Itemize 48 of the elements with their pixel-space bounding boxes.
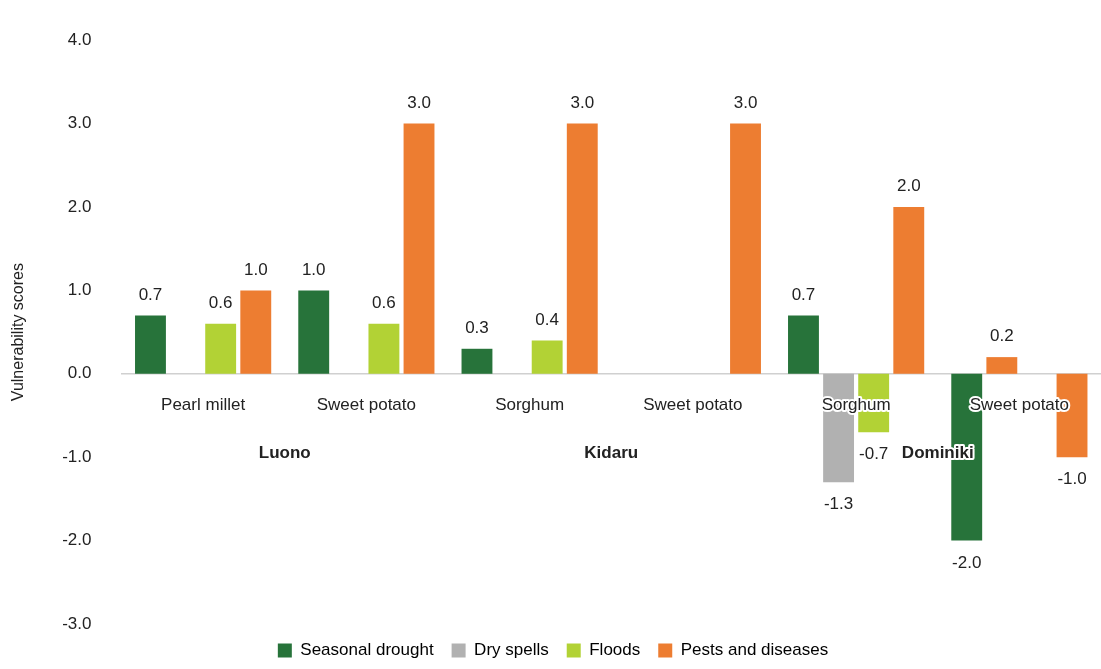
bar — [461, 348, 493, 374]
data-label: -1.3 — [823, 494, 854, 514]
data-label: 2.0 — [896, 176, 921, 196]
bar — [368, 323, 400, 374]
y-tick-label: -3.0 — [62, 613, 92, 633]
bar — [788, 315, 819, 374]
data-label: 1.0 — [301, 259, 326, 279]
data-label: 0.3 — [465, 317, 489, 337]
data-label: -2.0 — [952, 552, 982, 572]
legend-label: Seasonal drought — [300, 640, 434, 660]
data-label: 0.6 — [372, 292, 396, 312]
x-tick-label: Sorghum — [495, 395, 565, 415]
data-label: -1.0 — [1057, 469, 1087, 489]
bar — [298, 290, 330, 374]
x-tick-label: Pearl millet — [161, 395, 246, 415]
y-tick-label: -2.0 — [62, 530, 92, 550]
data-label: 3.0 — [733, 92, 758, 112]
y-tick-label: 1.0 — [67, 280, 92, 300]
bar — [403, 123, 435, 374]
data-label: 1.0 — [243, 259, 268, 279]
legend-label: Dry spells — [474, 640, 549, 660]
bar — [566, 123, 598, 374]
bar — [240, 290, 272, 374]
bar — [893, 207, 925, 374]
bar — [135, 315, 166, 374]
x-tick-label: Sweet potato — [316, 395, 416, 415]
bar — [531, 340, 563, 374]
annotation: Kidaru — [584, 443, 639, 463]
y-tick-label: -1.0 — [62, 446, 92, 466]
data-label: 0.7 — [138, 284, 163, 304]
data-label: 0.2 — [990, 326, 1014, 346]
y-tick-label: 0.0 — [67, 363, 92, 383]
annotation: Luono — [258, 443, 311, 463]
data-label: 0.7 — [791, 284, 816, 304]
data-label: 3.0 — [570, 92, 595, 112]
y-tick-label: 2.0 — [67, 196, 92, 216]
data-label: 0.4 — [535, 309, 559, 329]
y-axis-title: Vulnerability scores — [9, 263, 27, 402]
bar — [730, 123, 761, 374]
y-tick-label: 4.0 — [67, 29, 92, 49]
legend-label: Pests and diseases — [680, 640, 829, 660]
data-label: 0.6 — [208, 292, 233, 312]
legend-label: Floods — [589, 640, 641, 660]
data-label: -0.7 — [859, 444, 889, 464]
data-label: 3.0 — [407, 92, 431, 112]
x-tick-label: Sweet potato — [643, 395, 743, 415]
bar — [205, 323, 237, 374]
y-tick-label: 3.0 — [67, 113, 92, 133]
